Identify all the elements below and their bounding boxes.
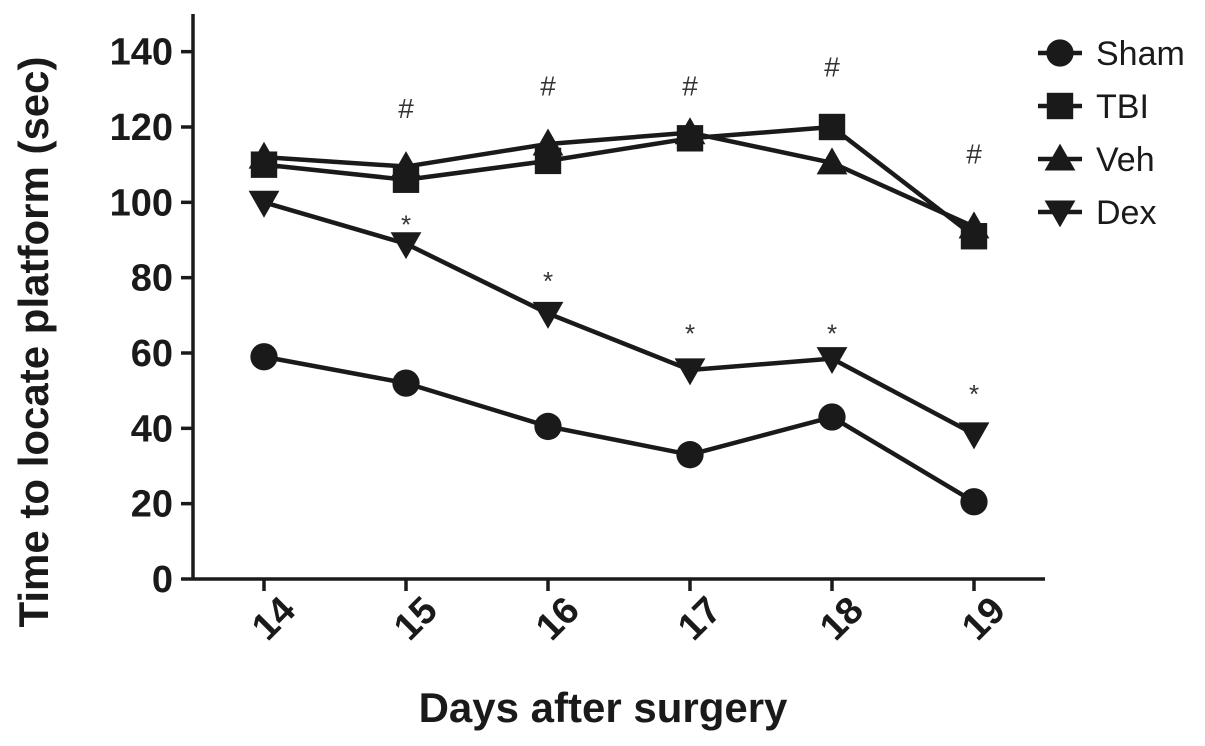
data-point-sham — [392, 369, 420, 397]
legend-marker-tbi — [1046, 92, 1074, 120]
y-tick-label: 80 — [131, 258, 173, 300]
data-point-sham — [250, 343, 278, 371]
legend-label-veh: Veh — [1096, 141, 1155, 179]
data-point-dex — [248, 190, 280, 218]
data-point-veh — [532, 128, 564, 156]
x-tick-label: 19 — [954, 589, 1014, 649]
significance-hash: # — [398, 93, 414, 124]
x-tick-label: 17 — [670, 589, 730, 649]
data-point-tbi — [818, 113, 846, 141]
series-dex — [248, 190, 990, 450]
data-point-sham — [818, 403, 846, 431]
significance-star: * — [685, 319, 695, 349]
legend-label-sham: Sham — [1096, 35, 1185, 73]
x-tick-label: 14 — [244, 589, 304, 649]
x-ticks: 14 15 16 17 18 19 — [244, 579, 1014, 649]
legend-item-sham: Sham — [1038, 35, 1185, 73]
data-point-veh — [674, 117, 706, 145]
significance-hash: # — [682, 71, 698, 102]
x-tick-label: 15 — [386, 589, 446, 649]
data-point-sham — [534, 412, 562, 441]
x-axis-title: Days after surgery — [419, 684, 788, 731]
legend-item-dex: Dex — [1038, 194, 1156, 232]
y-tick-label: 60 — [131, 333, 173, 375]
legend-label-dex: Dex — [1096, 194, 1156, 232]
axes — [191, 14, 1045, 581]
legend-marker-veh — [1044, 143, 1076, 171]
legend-item-veh: Veh — [1038, 141, 1155, 179]
annotations: # # # # # * * * * * — [398, 52, 982, 409]
data-point-sham — [676, 441, 704, 469]
significance-star: * — [827, 319, 837, 349]
legend-label-tbi: TBI — [1096, 88, 1149, 126]
x-tick-label: 16 — [528, 589, 588, 649]
legend: Sham TBI Veh Dex — [1038, 35, 1185, 232]
data-point-sham — [960, 488, 988, 516]
series-veh — [248, 117, 990, 239]
y-ticks: 0 20 40 60 80 100 120 140 — [110, 32, 193, 601]
y-tick-label: 100 — [110, 182, 173, 224]
data-point-veh — [958, 211, 990, 239]
significance-star: * — [401, 209, 411, 239]
y-axis-title: Time to locate platform (sec) — [10, 56, 57, 627]
y-tick-label: 140 — [110, 32, 173, 74]
series-line-dex — [263, 200, 976, 436]
data-point-dex — [390, 232, 422, 260]
significance-hash: # — [966, 138, 982, 169]
data-point-dex — [958, 422, 990, 450]
series-line-tbi — [263, 124, 976, 239]
y-tick-label: 120 — [110, 107, 173, 149]
significance-star: * — [543, 266, 553, 296]
y-tick-label: 20 — [131, 484, 173, 526]
legend-marker-sham — [1046, 39, 1074, 67]
series-line-veh — [263, 130, 975, 229]
series-layer — [248, 113, 990, 516]
data-point-dex — [816, 347, 848, 375]
significance-hash: # — [540, 71, 556, 102]
data-point-veh — [816, 147, 848, 175]
series-line-sham — [263, 354, 976, 504]
data-point-veh — [248, 141, 280, 169]
y-tick-label: 40 — [131, 408, 173, 450]
series-sham — [250, 343, 988, 516]
data-point-veh — [390, 151, 422, 179]
y-tick-label: 0 — [152, 559, 173, 601]
legend-marker-dex — [1044, 200, 1076, 228]
legend-item-tbi: TBI — [1038, 88, 1149, 126]
significance-hash: # — [824, 52, 840, 83]
data-point-dex — [532, 301, 564, 329]
data-point-dex — [674, 358, 706, 386]
significance-star: * — [969, 379, 979, 409]
x-tick-label: 18 — [812, 589, 872, 649]
